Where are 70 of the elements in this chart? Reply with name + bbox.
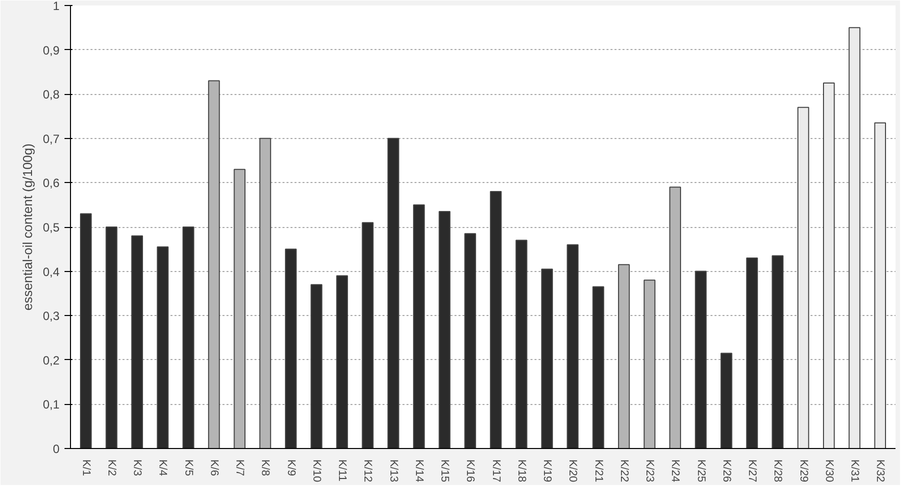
x-tick-label: K/17: [490, 460, 502, 482]
y-tick-label: 0,4: [42, 264, 60, 279]
bar: [284, 248, 297, 448]
x-tick-label: K/6: [208, 460, 220, 476]
y-tick-label: 1: [52, 0, 60, 13]
x-tick-label: K/21: [592, 460, 604, 482]
bar: [182, 226, 194, 448]
x-tick-label: K/11: [336, 460, 348, 482]
bar: [541, 268, 553, 448]
bar: [387, 138, 400, 448]
x-tick-label: K/22: [618, 460, 630, 482]
x-tick-label: K/7: [234, 460, 246, 476]
bar: [772, 255, 784, 448]
y-tick-label: 0,2: [42, 353, 60, 368]
x-tick-label: K/24: [669, 460, 682, 482]
x-tick-label: K/8: [259, 460, 272, 476]
x-tick-label: K/28: [772, 460, 784, 482]
x-tick-label: K/16: [464, 460, 476, 482]
x-tick-label: K/27: [746, 460, 758, 482]
y-tick-label: 0,1: [42, 398, 60, 412]
x-tick-label: K/2: [105, 460, 118, 476]
x-tick-label: K/23: [644, 460, 656, 482]
bar: [694, 270, 707, 448]
x-tick-label: K/26: [720, 460, 732, 482]
bar: [131, 235, 143, 448]
x-tick-label: K/30: [822, 460, 835, 482]
y-tick-label: 0,8: [42, 88, 60, 102]
x-tick-label: K/32: [874, 460, 886, 482]
bar: [156, 246, 169, 448]
bar: [336, 275, 348, 448]
bar: [720, 352, 732, 448]
bar: [490, 191, 502, 448]
bar: [80, 213, 92, 448]
y-tick-label: 0,7: [42, 132, 60, 146]
x-tick-label: K/31: [848, 460, 861, 482]
bar: [106, 226, 118, 448]
y-tick-label: 0,6: [42, 176, 60, 190]
y-axis-title: essential-oil content (g/100g): [20, 144, 35, 310]
x-tick-label: K/10: [310, 460, 322, 482]
x-tick-label: K/3: [131, 460, 144, 476]
y-tick-label: 0,5: [42, 220, 60, 234]
x-tick-label: K/13: [387, 460, 400, 482]
x-tick-label: K/18: [515, 460, 528, 482]
bar: [746, 258, 758, 448]
x-tick-label: K/15: [438, 460, 451, 482]
bar: [566, 244, 579, 448]
x-tick-label: K/19: [541, 460, 554, 482]
y-tick-label: 0,9: [42, 43, 60, 58]
bar: [592, 286, 604, 448]
bar: [438, 210, 450, 448]
bar: [464, 233, 476, 448]
x-tick-label: K/1: [80, 460, 92, 476]
x-tick-label: K/5: [182, 460, 194, 476]
y-tick-label: 0: [52, 442, 60, 456]
bar: [848, 27, 860, 448]
x-tick-label: K/25: [694, 460, 707, 482]
x-tick-label: K/9: [284, 460, 297, 476]
x-tick-label: K/12: [362, 460, 374, 482]
bar: [516, 240, 528, 448]
bar: [310, 284, 322, 448]
x-tick-label: K/20: [566, 460, 579, 482]
x-tick-label: K/4: [156, 460, 169, 476]
bar: [797, 106, 810, 448]
bar: [874, 122, 886, 448]
x-tick-label: K/29: [797, 460, 810, 482]
bar: [823, 82, 835, 448]
y-tick-label: 0,3: [42, 309, 60, 324]
bar: [413, 204, 425, 448]
bar: [362, 222, 374, 448]
x-tick-label: K/14: [412, 460, 425, 482]
